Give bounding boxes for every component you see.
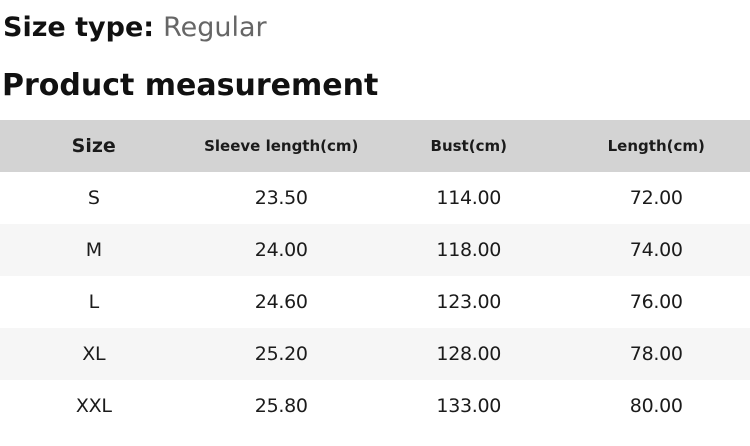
table-row: XL 25.20 128.00 78.00	[0, 328, 750, 380]
header-cell-sleeve: Sleeve length(cm)	[188, 120, 376, 172]
measurement-table-head: Size Sleeve length(cm) Bust(cm) Length(c…	[0, 120, 750, 172]
table-row: M 24.00 118.00 74.00	[0, 224, 750, 276]
cell-sleeve: 24.60	[188, 276, 376, 328]
cell-sleeve: 24.00	[188, 224, 376, 276]
cell-bust: 118.00	[375, 224, 563, 276]
size-type-line: Size type: Regular	[3, 12, 750, 44]
cell-size: L	[0, 276, 188, 328]
header-cell-length: Length(cm)	[563, 120, 750, 172]
header-cell-size: Size	[0, 120, 188, 172]
measurement-table-body: S 23.50 114.00 72.00 M 24.00 118.00 74.0…	[0, 172, 750, 432]
cell-size: M	[0, 224, 188, 276]
table-row: L 24.60 123.00 76.00	[0, 276, 750, 328]
cell-bust: 114.00	[375, 172, 563, 224]
cell-length: 72.00	[563, 172, 750, 224]
size-type-label: Size type:	[3, 12, 154, 43]
table-header-row: Size Sleeve length(cm) Bust(cm) Length(c…	[0, 120, 750, 172]
product-measurement-title: Product measurement	[2, 69, 750, 103]
header-cell-bust: Bust(cm)	[375, 120, 563, 172]
cell-size: S	[0, 172, 188, 224]
cell-bust: 128.00	[375, 328, 563, 380]
measurement-table: Size Sleeve length(cm) Bust(cm) Length(c…	[0, 120, 750, 432]
cell-bust: 133.00	[375, 380, 563, 432]
cell-length: 80.00	[563, 380, 750, 432]
size-type-value: Regular	[163, 12, 267, 43]
cell-sleeve: 23.50	[188, 172, 376, 224]
cell-sleeve: 25.20	[188, 328, 376, 380]
table-row: XXL 25.80 133.00 80.00	[0, 380, 750, 432]
cell-size: XL	[0, 328, 188, 380]
cell-length: 76.00	[563, 276, 750, 328]
cell-bust: 123.00	[375, 276, 563, 328]
cell-length: 74.00	[563, 224, 750, 276]
table-row: S 23.50 114.00 72.00	[0, 172, 750, 224]
cell-sleeve: 25.80	[188, 380, 376, 432]
cell-size: XXL	[0, 380, 188, 432]
cell-length: 78.00	[563, 328, 750, 380]
